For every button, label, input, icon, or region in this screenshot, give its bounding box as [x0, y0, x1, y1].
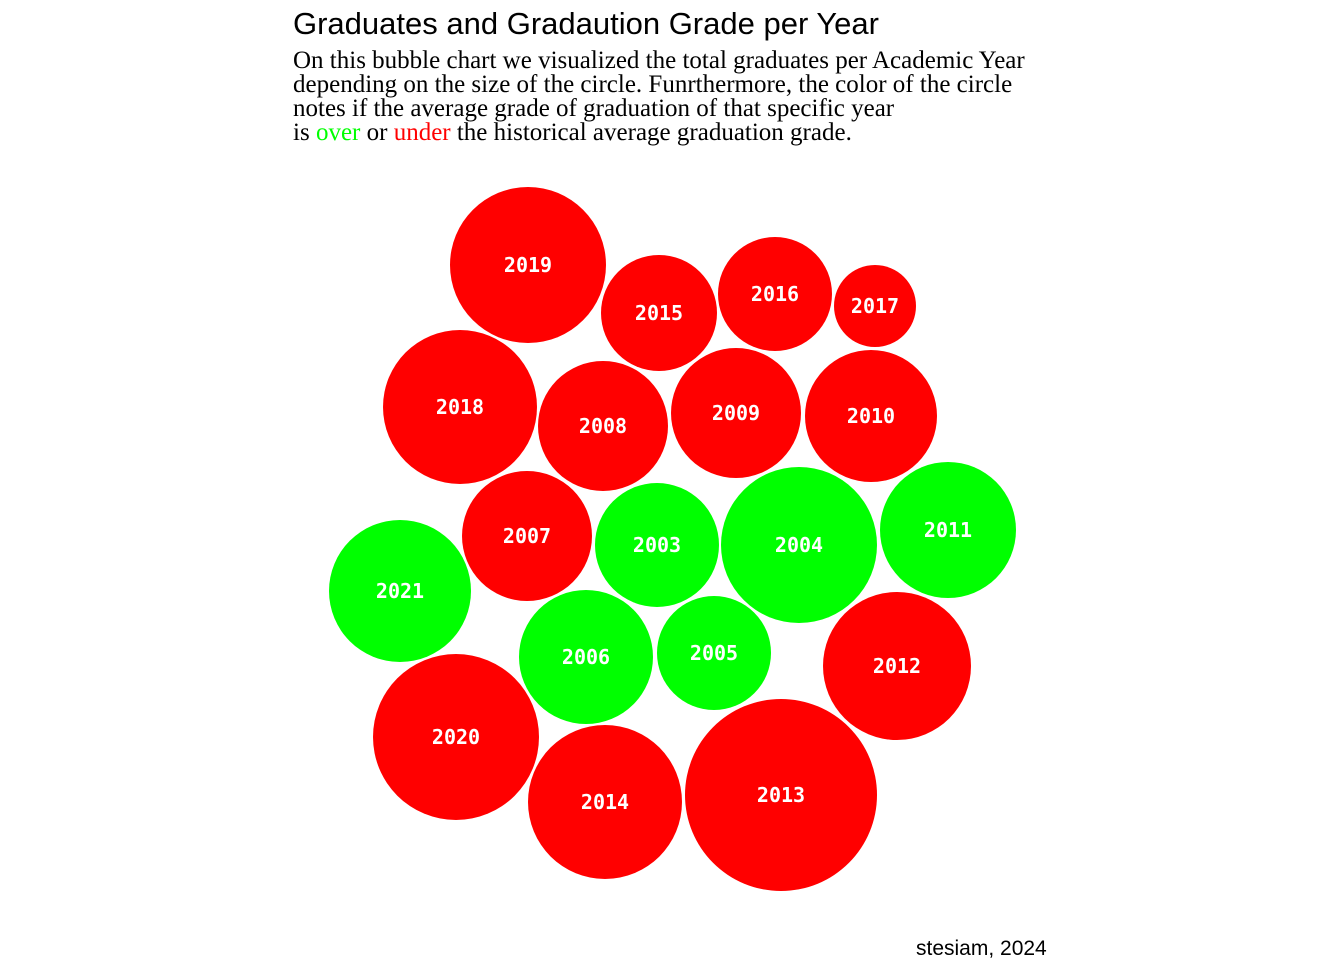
bubble-label-2021: 2021	[376, 579, 424, 603]
bubble-2005	[657, 596, 771, 710]
bubble-label-2012: 2012	[873, 654, 921, 678]
chart-caption: stesiam, 2024	[916, 937, 1047, 960]
chart-title: Graduates and Gradaution Grade per Year	[293, 6, 879, 41]
bubble-label-2004: 2004	[775, 533, 823, 557]
bubble-label-2017: 2017	[851, 294, 899, 318]
bubble-2013	[685, 699, 877, 891]
bubble-label-2018: 2018	[436, 395, 484, 419]
bubble-2020	[373, 654, 539, 820]
subtitle-text: the historical average graduation grade.	[450, 119, 852, 146]
subtitle-text: notes if the average grade of graduation…	[293, 95, 895, 122]
bubble-label-2014: 2014	[581, 790, 629, 814]
bubble-label-2015: 2015	[635, 301, 683, 325]
bubble-label-2007: 2007	[503, 524, 551, 548]
bubble-label-2005: 2005	[690, 641, 738, 665]
bubble-label-2009: 2009	[712, 401, 760, 425]
bubble-2004	[721, 467, 877, 623]
bubble-label-2013: 2013	[757, 783, 805, 807]
bubble-2015	[601, 255, 717, 371]
bubble-label-2008: 2008	[579, 414, 627, 438]
legend-over-label: over	[315, 119, 361, 146]
subtitle-line: depending on the size of the circle. Fun…	[293, 71, 1113, 98]
bubble-2009	[671, 348, 801, 478]
bubble-2016	[718, 237, 832, 351]
bubble-2014	[528, 725, 682, 879]
bubble-2011	[880, 462, 1016, 598]
bubble-2006	[519, 590, 653, 724]
bubble-label-2019: 2019	[504, 253, 552, 277]
subtitle-text: depending on the size of the circle. Fun…	[293, 71, 1013, 98]
bubble-label-2003: 2003	[633, 533, 681, 557]
bubble-label-2006: 2006	[562, 645, 610, 669]
bubble-label-2011: 2011	[924, 518, 972, 542]
legend-under-label: under	[393, 119, 451, 146]
bubble-2008	[538, 361, 668, 491]
chart-subtitle: On this bubble chart we visualized the t…	[293, 47, 1113, 146]
subtitle-line: notes if the average grade of graduation…	[293, 95, 1113, 122]
bubble-2017	[834, 265, 916, 347]
bubble-2010	[805, 350, 937, 482]
bubble-label-2020: 2020	[432, 725, 480, 749]
subtitle-line: On this bubble chart we visualized the t…	[293, 47, 1113, 74]
bubble-2018	[383, 330, 537, 484]
subtitle-text: On this bubble chart we visualized the t…	[293, 47, 1025, 74]
subtitle-line: is over or under the historical average …	[293, 119, 1113, 146]
subtitle-text: is	[293, 119, 316, 146]
bubble-label-2010: 2010	[847, 404, 895, 428]
bubble-2021	[329, 520, 471, 662]
bubble-2012	[823, 592, 971, 740]
bubble-2007	[462, 471, 592, 601]
bubbles-group: 2019 2015 2016 2017 2018 2008 2009 2010 2007 2003…	[329, 187, 1016, 891]
bubble-2003	[595, 483, 719, 607]
bubble-label-2016: 2016	[751, 282, 799, 306]
subtitle-text: or	[360, 119, 394, 146]
bubble-2019	[450, 187, 606, 343]
